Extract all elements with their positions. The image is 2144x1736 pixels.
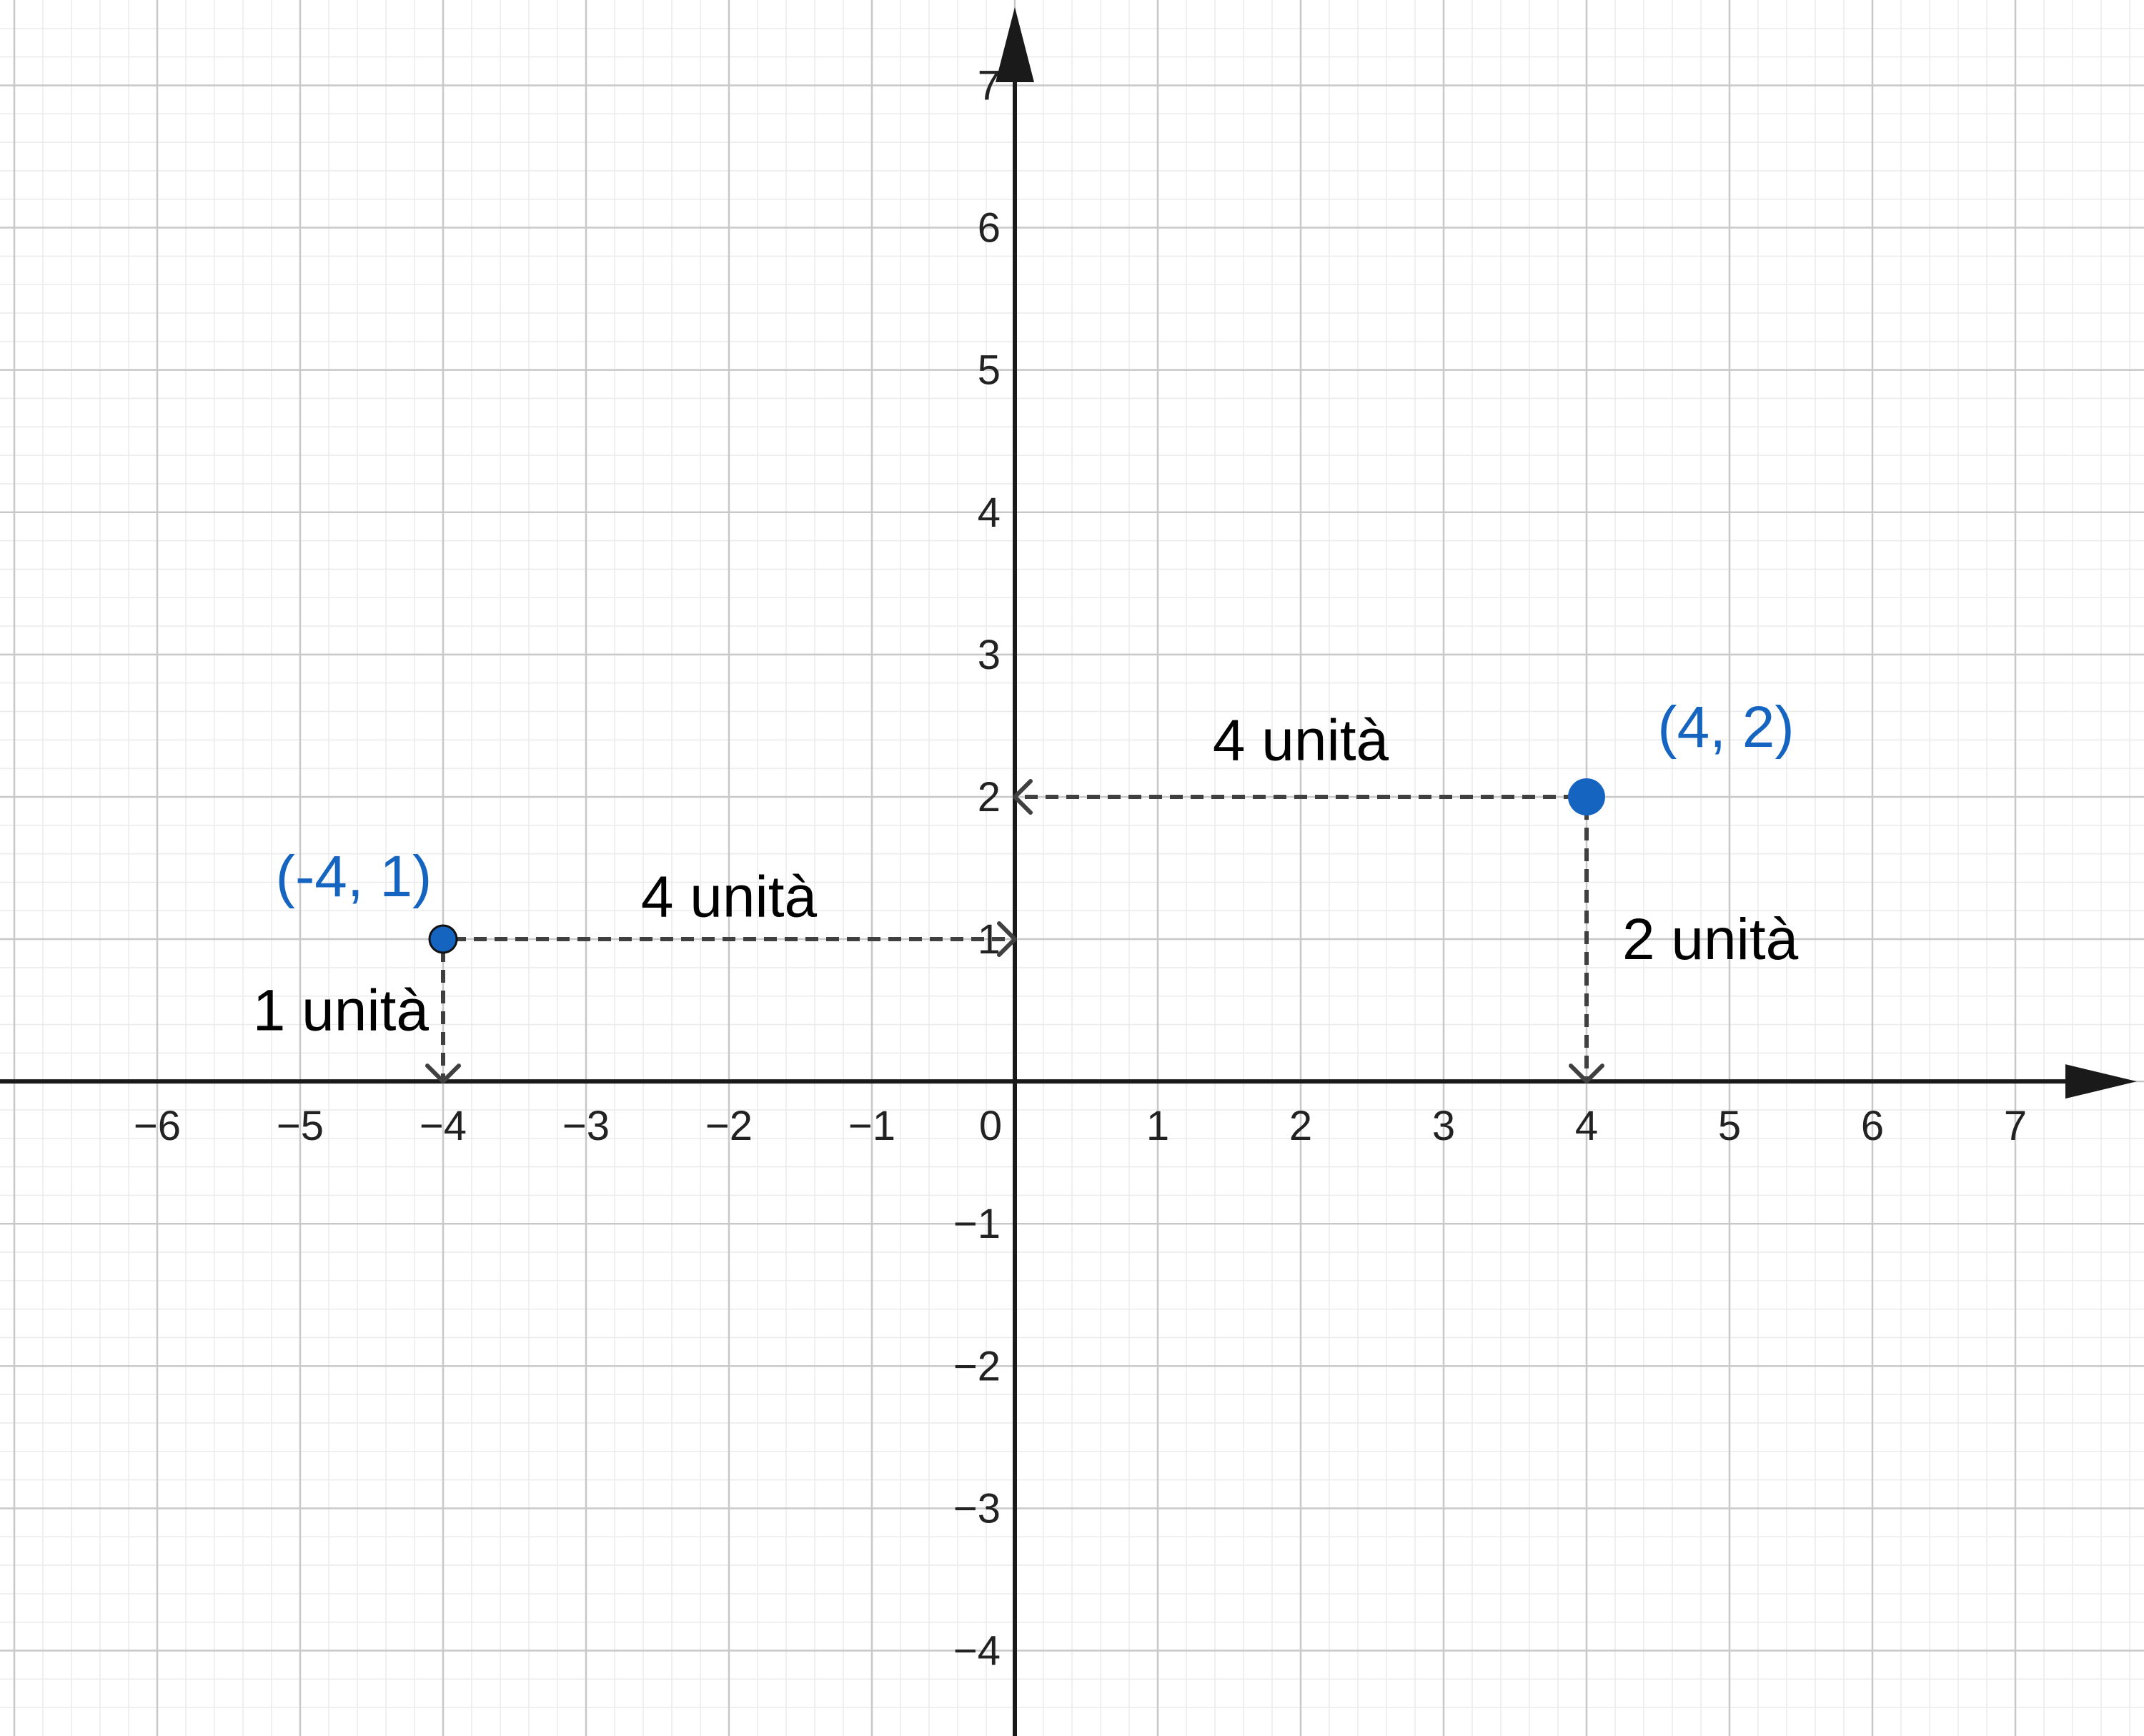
y-axis-arrowhead [996,7,1034,82]
y-tick-label: 6 [978,205,1001,252]
x-tick-label: 7 [2004,1103,2027,1149]
annotation-text: 4 unità [641,864,818,929]
x-tick-label: 4 [1575,1103,1598,1149]
guide-arrows [425,778,1604,1084]
y-tick-label: 2 [978,774,1001,820]
point-label: (4, 2) [1657,695,1794,760]
x-tick-label: −6 [134,1103,181,1149]
y-tick-label: 4 [978,490,1001,536]
x-tick-label: 5 [1718,1103,1741,1149]
y-tick-label: 7 [978,62,1001,109]
annotation-text: 1 unità [253,978,430,1043]
points: (-4, 1) (4, 2) [276,695,1795,954]
guide-arrowhead [425,1063,461,1084]
guide-arrowhead [1569,1063,1604,1084]
x-tick-label: −1 [848,1103,895,1149]
y-tick-label: −2 [953,1343,1001,1389]
point-marker [1568,778,1605,815]
y-tick-label: 5 [978,347,1001,394]
annotation-text: 4 unità [1213,708,1389,773]
x-tick-label: 3 [1432,1103,1455,1149]
x-tick-label: 2 [1289,1103,1312,1149]
x-tick-label: −4 [420,1103,467,1149]
y-tick-label: −1 [953,1201,1001,1247]
x-tick-label: 1 [1146,1103,1169,1149]
y-tick-label: −3 [953,1485,1001,1532]
y-tick-label: 3 [978,632,1001,678]
guide-arrowhead [1013,778,1033,815]
x-tick-label: −5 [277,1103,324,1149]
axes [0,7,2137,1736]
x-tick-label: −2 [705,1103,753,1149]
point-label: (-4, 1) [276,844,432,909]
annotation-text: 2 unità [1622,907,1799,972]
x-tick-label: 6 [1861,1103,1884,1149]
guide-arrowhead [997,921,1017,958]
x-axis-arrowhead [2065,1064,2137,1099]
origin-label: 0 [979,1103,1002,1149]
x-tick-label: −3 [562,1103,610,1149]
annotations: 1 unità 4 unità 4 unità 2 unità [253,708,1799,1043]
point-marker [428,924,458,954]
y-tick-label: −4 [953,1628,1001,1675]
